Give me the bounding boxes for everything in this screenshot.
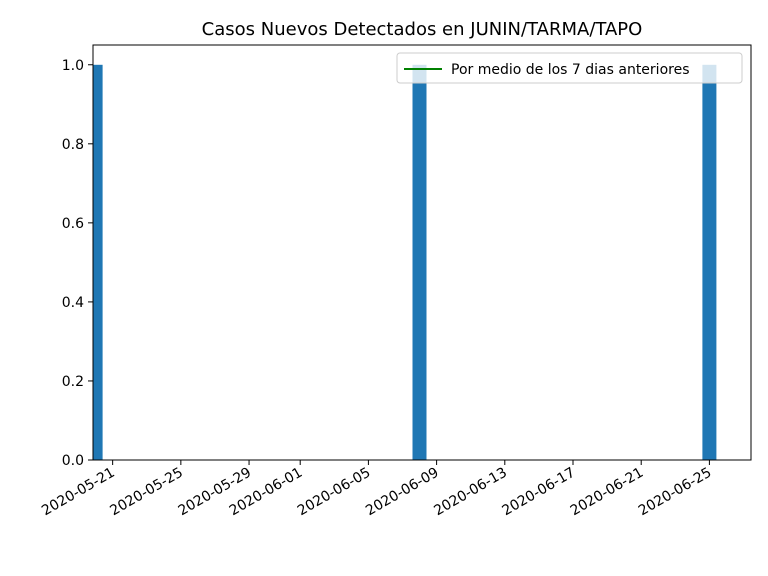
y-tick-label: 0.0 [62,453,84,469]
bar [412,64,427,460]
y-tick-label: 1.0 [62,58,84,74]
y-tick-label: 0.6 [62,216,84,232]
legend-entry-label: Por medio de los 7 dias anteriores [451,62,690,78]
plot-frame [92,44,752,461]
y-ticks-group: 0.0 0.2 0.4 0.6 0.8 1.0 [62,58,93,469]
bar [702,64,717,460]
y-tick-label: 0.4 [62,295,84,311]
bar [93,64,103,460]
y-tick-label: 0.8 [62,137,84,153]
bars-group [93,64,717,460]
legend: Por medio de los 7 dias anteriores [396,52,743,84]
legend-box [396,52,743,84]
y-tick-label: 0.2 [62,374,84,390]
chart-title: Casos Nuevos Detectados en JUNIN/TARMA/T… [202,19,643,40]
